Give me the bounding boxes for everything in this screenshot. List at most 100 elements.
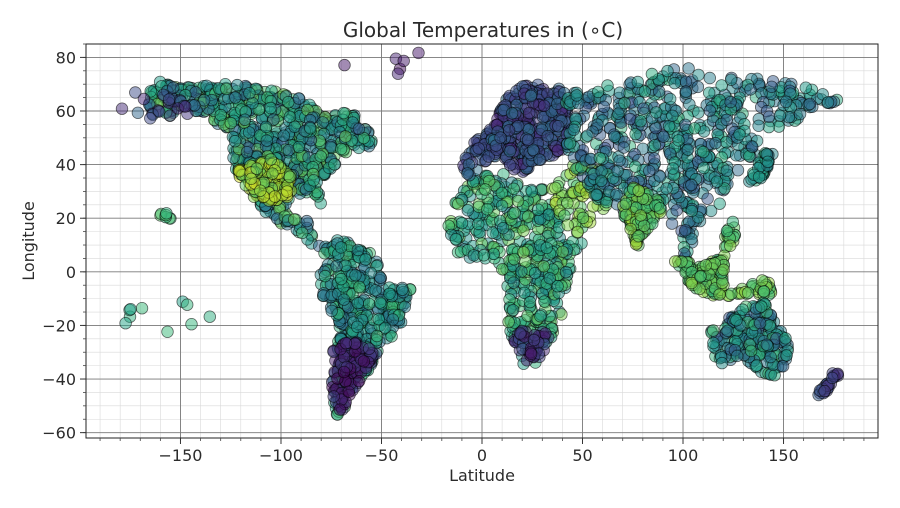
y-tick-label: −60 bbox=[42, 424, 76, 443]
data-point bbox=[224, 116, 238, 130]
data-point bbox=[334, 142, 348, 156]
data-point bbox=[461, 167, 474, 180]
data-point bbox=[683, 98, 696, 111]
data-point bbox=[629, 160, 642, 173]
data-point bbox=[335, 272, 348, 286]
data-point bbox=[325, 304, 338, 318]
data-point bbox=[527, 333, 541, 347]
data-point bbox=[755, 300, 768, 313]
data-point bbox=[337, 365, 351, 379]
data-point bbox=[597, 100, 611, 114]
data-point bbox=[661, 64, 674, 78]
data-point bbox=[556, 245, 569, 259]
data-point bbox=[397, 54, 410, 68]
data-point bbox=[359, 253, 372, 266]
data-point bbox=[692, 68, 705, 82]
data-point bbox=[720, 224, 734, 238]
data-point bbox=[590, 188, 603, 202]
data-point bbox=[267, 113, 280, 126]
data-point bbox=[339, 130, 352, 143]
data-point bbox=[692, 106, 705, 119]
data-point bbox=[503, 158, 517, 172]
x-tick-label: 50 bbox=[572, 446, 592, 465]
data-point bbox=[162, 93, 176, 106]
data-point bbox=[461, 204, 475, 217]
data-point bbox=[351, 243, 365, 257]
data-point bbox=[742, 286, 755, 300]
data-point bbox=[521, 133, 535, 147]
data-point bbox=[254, 184, 267, 197]
data-point bbox=[288, 213, 301, 226]
data-point bbox=[495, 186, 509, 200]
data-point bbox=[152, 105, 166, 118]
data-point bbox=[502, 124, 516, 137]
data-point bbox=[185, 318, 198, 331]
data-point bbox=[333, 403, 347, 416]
data-point bbox=[793, 107, 807, 121]
data-point bbox=[570, 89, 583, 102]
data-point bbox=[685, 276, 698, 290]
data-point bbox=[228, 134, 242, 148]
data-point bbox=[524, 89, 538, 103]
data-point bbox=[307, 174, 320, 187]
data-point bbox=[383, 287, 396, 301]
data-point bbox=[720, 113, 733, 127]
data-point bbox=[412, 46, 425, 60]
data-point bbox=[645, 67, 659, 81]
data-point bbox=[282, 95, 295, 109]
data-point bbox=[542, 208, 556, 221]
data-point bbox=[292, 92, 306, 105]
data-point bbox=[352, 122, 366, 136]
data-point bbox=[779, 332, 792, 345]
data-point bbox=[721, 324, 734, 338]
data-point bbox=[280, 185, 294, 198]
data-point bbox=[613, 154, 626, 167]
data-point bbox=[300, 214, 314, 228]
data-point bbox=[670, 204, 683, 217]
data-point bbox=[472, 142, 485, 155]
data-point bbox=[752, 170, 766, 184]
data-point bbox=[268, 190, 282, 203]
data-point bbox=[357, 355, 371, 368]
data-point bbox=[526, 143, 540, 157]
data-point bbox=[650, 106, 663, 119]
data-point bbox=[398, 300, 412, 314]
data-point bbox=[669, 255, 682, 268]
data-point bbox=[243, 86, 256, 100]
x-axis: −150 −100 −50 0 50 100 150 bbox=[99, 438, 865, 465]
data-point bbox=[327, 390, 340, 403]
data-point bbox=[518, 286, 531, 300]
data-point bbox=[238, 113, 252, 126]
data-point bbox=[203, 310, 217, 323]
data-point bbox=[525, 347, 538, 361]
data-point bbox=[561, 218, 574, 232]
data-point bbox=[337, 293, 351, 306]
data-point bbox=[534, 310, 547, 323]
x-tick-label: −150 bbox=[159, 446, 203, 465]
data-point bbox=[292, 140, 306, 154]
data-point bbox=[353, 280, 366, 294]
data-point bbox=[214, 108, 228, 122]
data-point bbox=[682, 62, 695, 75]
data-point bbox=[318, 269, 332, 283]
data-point bbox=[637, 102, 650, 115]
data-point bbox=[537, 260, 550, 273]
data-point bbox=[538, 99, 551, 113]
data-point bbox=[761, 155, 775, 169]
data-point bbox=[720, 135, 733, 149]
data-point bbox=[373, 296, 387, 309]
x-tick-label: 0 bbox=[477, 446, 487, 465]
data-point bbox=[762, 120, 776, 134]
data-point bbox=[697, 145, 710, 159]
data-point bbox=[314, 150, 328, 163]
data-point bbox=[264, 153, 278, 166]
data-point bbox=[685, 178, 698, 192]
data-point bbox=[736, 303, 749, 316]
data-point bbox=[523, 106, 536, 120]
data-point bbox=[517, 224, 530, 237]
data-point bbox=[472, 217, 485, 231]
data-point bbox=[750, 359, 763, 372]
data-point bbox=[374, 271, 387, 284]
data-point bbox=[283, 110, 297, 123]
